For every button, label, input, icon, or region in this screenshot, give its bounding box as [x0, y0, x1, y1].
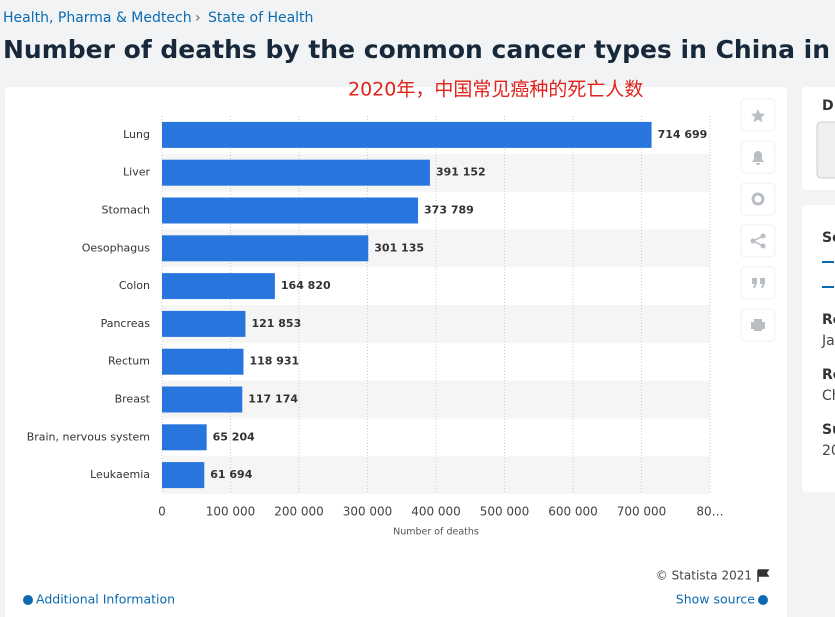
share-icon — [750, 233, 766, 249]
copyright: © Statista 2021 — [656, 569, 752, 583]
info-icon — [758, 595, 768, 605]
x-tick-label: 100 000 — [206, 505, 256, 519]
data-label: 301 135 — [374, 241, 424, 254]
bar — [162, 424, 207, 451]
settings-button[interactable] — [740, 182, 776, 216]
bar — [162, 386, 243, 413]
dropdown[interactable] — [816, 121, 835, 179]
bar — [162, 462, 205, 489]
print-icon — [751, 319, 765, 331]
y-tick-label: Rectum — [108, 355, 150, 368]
annotation: 2020年，中国常见癌种的死亡人数 — [348, 79, 643, 101]
data-label: 373 789 — [424, 204, 474, 217]
x-tick-label: 600 000 — [548, 505, 598, 519]
x-tick-label: 300 000 — [343, 505, 393, 519]
data-label: 164 820 — [281, 279, 331, 292]
info-icon — [23, 595, 33, 605]
bar — [162, 235, 369, 262]
bar — [162, 121, 652, 148]
bar — [162, 159, 430, 186]
chart: 0 100 000 200 000 300 000 400 000 500 000 600 … — [27, 116, 724, 519]
x-tick-label: 0 — [158, 505, 166, 519]
additional-info-link[interactable]: Additional Information — [36, 592, 175, 607]
x-tick-label: 500 000 — [480, 505, 530, 519]
side-text: Ch — [822, 388, 835, 404]
x-tick-label: 400 000 — [411, 505, 461, 519]
x-tick-label: 200 000 — [274, 505, 324, 519]
side-arrow — [822, 261, 834, 288]
y-tick-label: Breast — [115, 393, 151, 406]
flag-icon — [757, 569, 770, 582]
quote-icon — [752, 278, 765, 288]
bar — [162, 273, 275, 300]
data-label: 65 204 — [213, 430, 255, 443]
y-tick-label: Pancreas — [101, 317, 151, 330]
side-text: Re — [822, 367, 835, 383]
side-text: 20 — [822, 443, 835, 459]
y-tick-label: Colon — [119, 279, 150, 292]
side-text: Su — [822, 422, 835, 438]
row-band — [162, 456, 710, 494]
gear-icon — [751, 192, 765, 206]
page-title: Number of deaths by the common cancer ty… — [3, 35, 835, 64]
data-label: 118 931 — [249, 355, 299, 368]
side-text: D — [822, 98, 834, 114]
data-label: 117 174 — [248, 393, 298, 406]
share-button[interactable] — [740, 224, 776, 258]
data-label: 391 152 — [436, 166, 486, 179]
side-card — [802, 205, 835, 492]
x-axis-label: Number of deaths — [393, 527, 479, 538]
bell-icon — [752, 151, 764, 165]
star-icon — [751, 109, 765, 123]
y-tick-label: Stomach — [101, 204, 150, 217]
breadcrumb-link[interactable]: Health, Pharma & Medtech — [3, 10, 192, 26]
x-tick-label: 80… — [696, 505, 723, 519]
y-tick-label: Leukaemia — [90, 468, 150, 481]
toolbar — [740, 98, 776, 342]
y-tick-label: Liver — [123, 166, 150, 179]
y-tick-label: Brain, nervous system — [27, 430, 150, 443]
data-label: 121 853 — [251, 317, 301, 330]
side-text: Ja — [821, 333, 835, 349]
y-tick-label: Lung — [123, 128, 150, 141]
bar — [162, 310, 246, 337]
show-source-link[interactable]: Show source — [676, 592, 756, 607]
breadcrumb-link[interactable]: State of Health — [208, 10, 313, 26]
x-tick-label: 700 000 — [617, 505, 667, 519]
bar — [162, 197, 419, 224]
side-text: Re — [822, 312, 835, 328]
data-label: 61 694 — [210, 468, 252, 481]
bar — [162, 348, 244, 375]
side-text: So — [822, 230, 835, 246]
cite-button[interactable] — [740, 266, 776, 300]
y-tick-label: Oesophagus — [82, 241, 151, 254]
data-label: 714 699 — [658, 128, 708, 141]
breadcrumb-separator: › — [195, 10, 201, 26]
